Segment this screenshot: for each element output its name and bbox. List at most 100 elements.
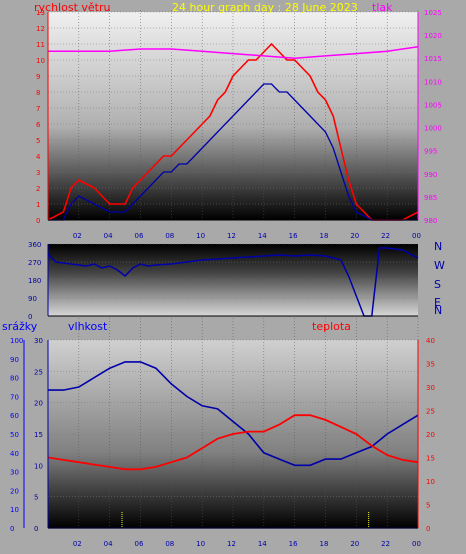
chart-title: 24 hour graph day : 28 June 2023 [172, 1, 358, 14]
wind-speed-label: rychlost větru [34, 1, 110, 14]
pressure-y-tick-label: 995 [424, 148, 437, 156]
temperature-label: teplota [312, 320, 351, 333]
panel3-x-tick-label: 16 [289, 540, 298, 548]
panel3-x-tick-label: 22 [381, 540, 390, 548]
pressure-y-tick-label: 1020 [424, 32, 442, 40]
temperature-y-tick-label: 25 [426, 408, 435, 416]
humidity-y-tick-label: 30 [34, 337, 43, 345]
wind-y-tick-label: 11 [36, 41, 45, 49]
humidity-y-tick-label: 5 [34, 494, 38, 502]
pressure-series [48, 45, 419, 59]
rain-y-tick-label: 80 [10, 375, 19, 383]
humidity-label: vlhkost [68, 320, 108, 333]
panel3-x-tick-label: 12 [227, 540, 236, 548]
wind-y-tick-label: 6 [36, 121, 41, 129]
panel1-x-tick-label: 06 [135, 232, 144, 240]
panel1-x-tick-label: 12 [227, 232, 236, 240]
temperature-y-tick-label: 20 [426, 431, 435, 439]
pressure-y-tick-label: 1015 [424, 55, 442, 63]
rain-y-tick-label: 70 [10, 393, 19, 401]
panel3-x-tick-label: 02 [73, 540, 82, 548]
panel1-x-tick-label: 08 [165, 232, 174, 240]
wind-y-tick-label: 10 [36, 57, 45, 65]
pressure-y-tick-label: 1005 [424, 101, 442, 109]
pressure-y-tick-label: 1010 [424, 78, 442, 86]
temperature-series [47, 414, 419, 471]
humidity-y-tick-label: 15 [34, 431, 43, 439]
panel1-x-tick-label: 22 [381, 232, 390, 240]
panel1-x-tick-label: 16 [289, 232, 298, 240]
panel3-x-tick-label: 10 [196, 540, 205, 548]
wind-y-tick-label: 9 [36, 73, 40, 81]
direction-y-tick-label: 0 [28, 313, 32, 321]
panel3-x-tick-label: 04 [104, 540, 113, 548]
direction-compass-label: E [434, 296, 441, 309]
wind-gust-series [47, 42, 419, 221]
wind-y-tick-label: 0 [36, 217, 40, 225]
rain-y-tick-label: 30 [10, 469, 19, 477]
direction-y-tick-label: 360 [28, 241, 41, 249]
direction-y-tick-label: 90 [28, 295, 37, 303]
panel1-x-tick-label: 10 [196, 232, 205, 240]
temperature-y-tick-label: 35 [426, 361, 435, 369]
wind-direction-series [47, 247, 419, 317]
humidity-y-tick-label: 0 [34, 525, 38, 533]
pressure-y-tick-label: 1000 [424, 125, 442, 133]
humidity-y-tick-label: 10 [34, 462, 43, 470]
rain-y-tick-label: 40 [10, 450, 19, 458]
direction-y-tick-label: 270 [28, 259, 41, 267]
wind-y-tick-label: 2 [36, 185, 40, 193]
temperature-y-tick-label: 0 [426, 525, 430, 533]
panel3-x-tick-label: 08 [165, 540, 174, 548]
humidity-y-tick-label: 20 [34, 400, 43, 408]
rain-y-tick-label: 50 [10, 431, 19, 439]
rain-y-tick-label: 90 [10, 356, 19, 364]
panel1-x-tick-label: 04 [104, 232, 113, 240]
temperature-y-tick-label: 5 [426, 502, 430, 510]
humidity-y-tick-label: 25 [34, 368, 43, 376]
panel3-x-tick-label: 18 [320, 540, 329, 548]
wind-y-tick-label: 3 [36, 169, 40, 177]
rain-y-tick-label: 10 [10, 506, 19, 514]
panel1-x-tick-label: 20 [350, 232, 359, 240]
panel1-x-tick-label: 02 [73, 232, 82, 240]
panel3-x-tick-label: 06 [135, 540, 144, 548]
direction-compass-label: W [434, 259, 445, 272]
rain-y-tick-label: 0 [10, 525, 14, 533]
panel2-background [48, 244, 418, 316]
direction-compass-label: N [434, 304, 442, 317]
pressure-y-tick-label: 1025 [424, 9, 442, 17]
panel1-x-tick-label: 18 [320, 232, 329, 240]
panel3-x-tick-label: 00 [412, 540, 421, 548]
panel3-x-tick-label: 20 [350, 540, 359, 548]
rain-y-tick-label: 60 [10, 412, 19, 420]
wind-y-tick-label: 5 [36, 137, 40, 145]
pressure-y-tick-label: 985 [424, 194, 437, 202]
panel1-x-tick-label: 00 [412, 232, 421, 240]
rain-label: srážky [2, 320, 38, 333]
temperature-y-tick-label: 15 [426, 455, 435, 463]
wind-y-tick-label: 13 [36, 9, 45, 17]
humidity-series [48, 361, 419, 467]
wind-y-tick-label: 7 [36, 105, 40, 113]
temperature-y-tick-label: 30 [426, 384, 435, 392]
wind-y-tick-label: 4 [36, 153, 41, 161]
panel1-x-tick-label: 14 [258, 232, 267, 240]
wind-speed-series [48, 83, 418, 221]
wind-y-tick-label: 8 [36, 89, 40, 97]
pressure-y-tick-label: 990 [424, 171, 437, 179]
pressure-y-tick-label: 980 [424, 217, 437, 225]
temperature-y-tick-label: 10 [426, 478, 435, 486]
direction-y-tick-label: 180 [28, 277, 41, 285]
rain-y-tick-label: 20 [10, 487, 19, 495]
wind-y-tick-label: 12 [36, 25, 45, 33]
direction-compass-label: S [434, 278, 441, 291]
direction-compass-label: N [434, 240, 442, 253]
wind-y-tick-label: 1 [36, 201, 40, 209]
temperature-y-tick-label: 40 [426, 337, 435, 345]
rain-y-tick-label: 100 [10, 337, 23, 345]
pressure-label: tlak [372, 1, 393, 14]
panel3-x-tick-label: 14 [258, 540, 267, 548]
